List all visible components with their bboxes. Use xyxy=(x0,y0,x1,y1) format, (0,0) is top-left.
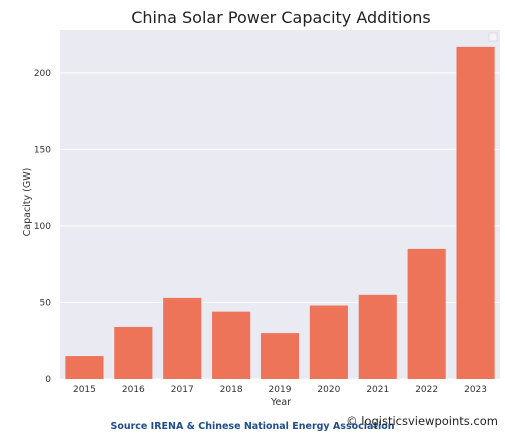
x-tick-2020: 2020 xyxy=(317,385,340,395)
y-tick-200: 200 xyxy=(34,69,51,79)
watermark: © logisticsviewpoints.com xyxy=(346,414,498,428)
x-tick-2018: 2018 xyxy=(220,385,243,395)
bars xyxy=(65,46,495,380)
bar-2016 xyxy=(114,326,153,379)
bar-2019 xyxy=(260,333,300,379)
x-tick-2017: 2017 xyxy=(171,385,194,395)
y-tick-0: 0 xyxy=(45,375,51,385)
x-tick-labels: 2015 2016 2017 2018 2019 2020 2021 2022 2023 xyxy=(73,385,487,395)
bar-chart: 0 50 100 150 200 2015 2016 2017 2018 2019 2020 202… xyxy=(22,8,500,408)
bar-2015 xyxy=(65,356,104,379)
y-axis-label: Capacity (GW) xyxy=(22,168,33,237)
x-tick-2022: 2022 xyxy=(415,385,438,395)
y-tick-150: 150 xyxy=(34,145,51,155)
bar-2017 xyxy=(163,297,202,379)
chart-title: China Solar Power Capacity Additions xyxy=(131,8,431,27)
source-note: Source IRENA & Chinese National Energy A… xyxy=(110,421,395,432)
x-tick-2023: 2023 xyxy=(464,385,487,395)
bar-2023 xyxy=(456,46,495,380)
y-tick-labels: 0 50 100 150 200 xyxy=(34,69,51,385)
bar-2020 xyxy=(309,305,348,379)
x-axis-label: Year xyxy=(270,397,291,408)
bar-2022 xyxy=(407,248,446,379)
y-tick-50: 50 xyxy=(40,298,52,308)
bar-2018 xyxy=(212,311,251,379)
x-tick-2019: 2019 xyxy=(269,385,292,395)
legend-box xyxy=(488,32,498,42)
x-tick-2016: 2016 xyxy=(122,385,145,395)
bar-2021 xyxy=(358,294,397,379)
y-tick-100: 100 xyxy=(34,222,51,232)
x-tick-2021: 2021 xyxy=(366,385,389,395)
x-tick-2015: 2015 xyxy=(73,385,96,395)
